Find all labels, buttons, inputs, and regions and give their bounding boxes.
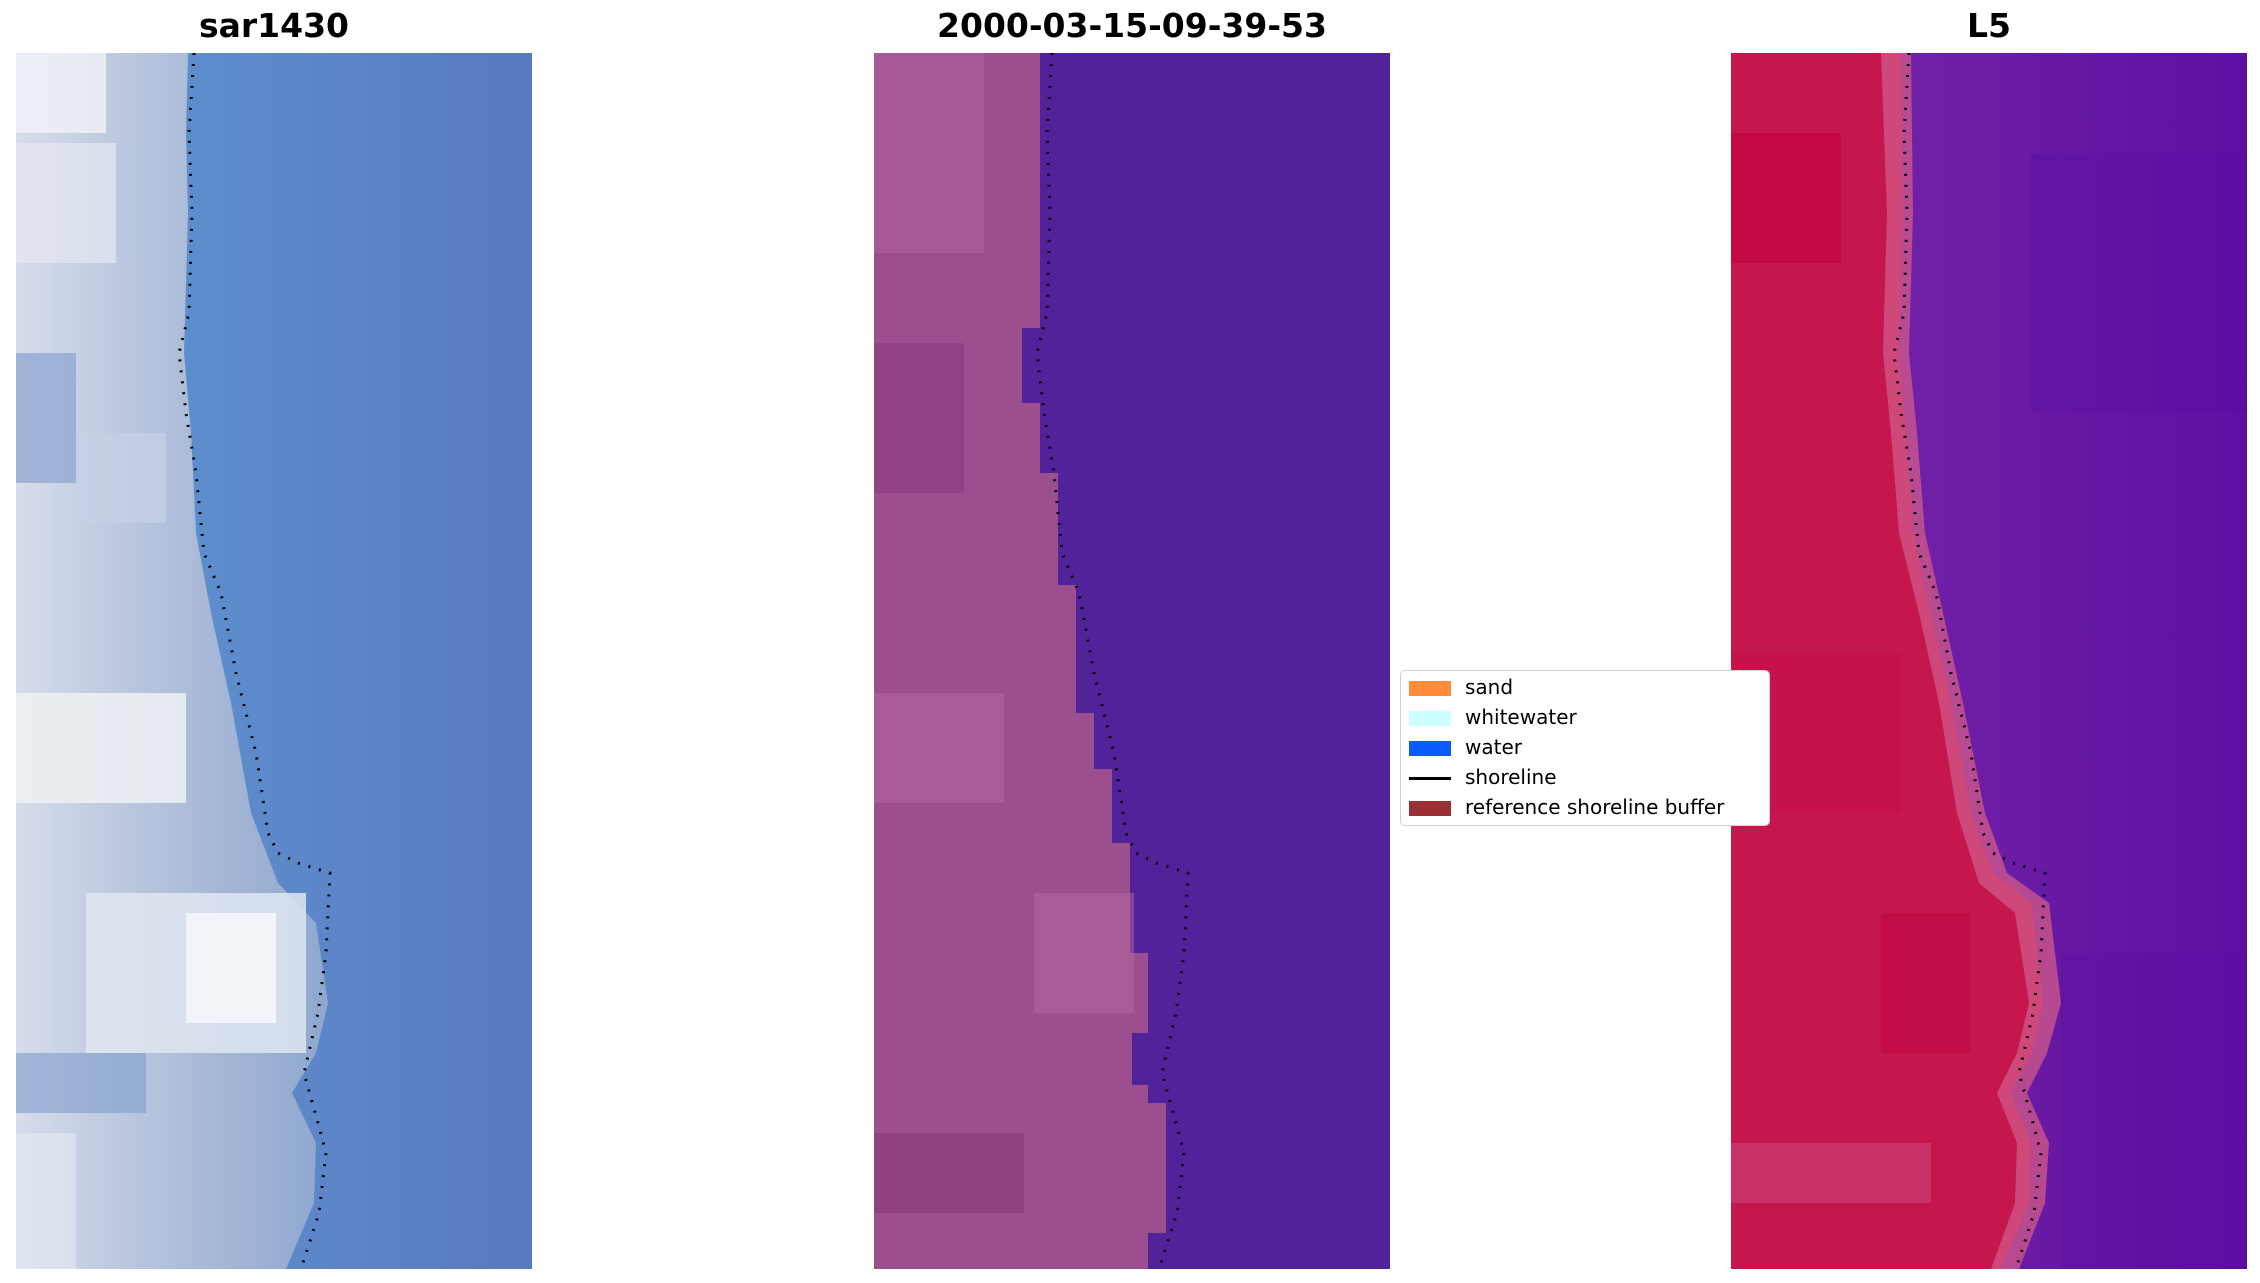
shoreline-line-swatch: [1409, 777, 1451, 780]
legend-label: sand: [1465, 675, 1514, 699]
rgb-image-panel: [16, 53, 532, 1269]
legend-label: water: [1465, 735, 1522, 759]
reference-buffer-swatch: [1409, 801, 1451, 816]
mndwi-image-panel: [1731, 53, 2247, 1269]
whitewater-swatch: [1409, 711, 1451, 726]
sand-swatch: [1409, 681, 1451, 696]
panel-title-mndwi: L5: [1967, 6, 2011, 45]
mndwi-image: [1731, 53, 2247, 1269]
panel-title-rgb: sar1430: [198, 6, 350, 45]
legend-label: whitewater: [1465, 705, 1577, 729]
water-swatch: [1409, 741, 1451, 756]
panel-title-classified: 2000-03-15-09-39-53: [937, 6, 1327, 45]
legend-label: reference shoreline buffer: [1465, 795, 1725, 819]
legend-label: shoreline: [1465, 765, 1557, 789]
classified-image: [874, 53, 1390, 1269]
rgb-image: [16, 53, 532, 1269]
legend: sand whitewater water shoreline referenc…: [1400, 670, 1770, 826]
classified-image-panel: [874, 53, 1390, 1269]
